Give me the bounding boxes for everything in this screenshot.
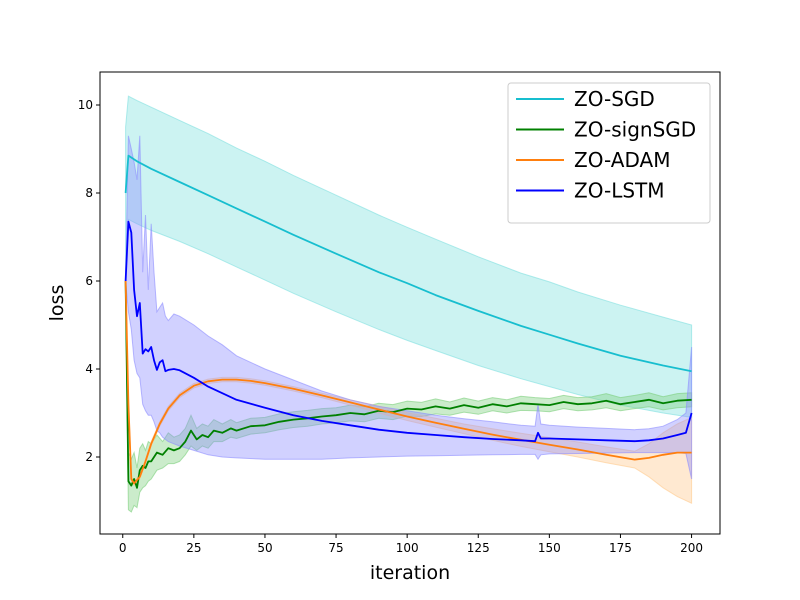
- x-axis-label: iteration: [370, 562, 450, 584]
- x-tick-label: 25: [186, 541, 201, 555]
- x-tick-label: 50: [257, 541, 272, 555]
- zo-lstm-legend-label: ZO-LSTM: [574, 179, 665, 203]
- zo-sgd-line: [124, 154, 692, 373]
- legend-box: [507, 82, 711, 224]
- legend: ZO-SGD ZO-signSGD ZO-ADAM ZO-LSTM: [507, 82, 711, 224]
- zo-sgd-legend-label: ZO-SGD: [574, 87, 655, 111]
- y-tick-label: 2: [85, 450, 93, 464]
- y-tick-label: 10: [78, 98, 93, 112]
- series-lines: [124, 154, 693, 489]
- y-tick-label: 8: [85, 186, 93, 200]
- zo-signsgd-line: [124, 280, 692, 489]
- y-tick-label: 4: [85, 362, 93, 376]
- y-axis-label: loss: [46, 285, 68, 322]
- x-tick-label: 125: [467, 541, 490, 555]
- x-tick-label: 75: [328, 541, 343, 555]
- x-tick-label: 175: [609, 541, 632, 555]
- x-tick-label: 200: [680, 541, 703, 555]
- x-tick-label: 100: [396, 541, 419, 555]
- plot-frame: [99, 71, 721, 535]
- zo-adam-legend-label: ZO-ADAM: [574, 148, 670, 172]
- zo-signsgd-legend-label: ZO-signSGD: [574, 118, 696, 142]
- zo-lstm-line: [124, 220, 693, 443]
- y-tick-label: 6: [85, 274, 93, 288]
- x-tick-label: 150: [538, 541, 561, 555]
- zo-adam-line: [124, 280, 692, 485]
- x-tick-label: 0: [119, 541, 127, 555]
- x-axis-ticks: 0 25 50 75 100 125 150 175 200: [119, 534, 703, 555]
- y-axis-ticks: 2 4 6 8 10: [78, 98, 100, 464]
